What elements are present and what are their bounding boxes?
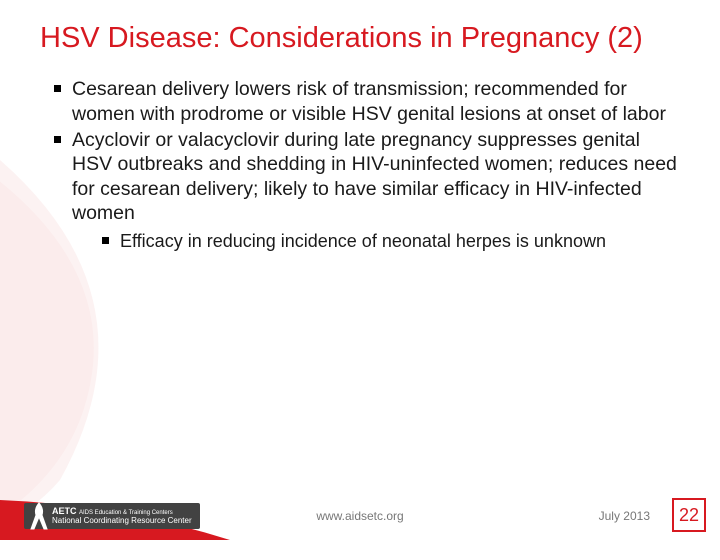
bullet-list: Cesarean delivery lowers risk of transmi…	[40, 77, 680, 252]
footer-date: July 2013	[599, 509, 650, 523]
ribbon-icon	[28, 501, 50, 531]
bullet-item: Acyclovir or valacyclovir during late pr…	[54, 128, 680, 252]
logo-acronym: AETC	[52, 506, 77, 516]
bullet-item: Cesarean delivery lowers risk of transmi…	[54, 77, 680, 126]
sub-bullet-list: Efficacy in reducing incidence of neonat…	[72, 230, 680, 253]
footer-url: www.aidsetc.org	[316, 509, 403, 523]
page-number: 22	[672, 498, 706, 532]
sub-bullet-item: Efficacy in reducing incidence of neonat…	[102, 230, 680, 253]
logo-org: National Coordinating Resource Center	[52, 516, 192, 525]
footer: AETC AIDS Education & Training Centers N…	[0, 492, 720, 540]
slide-content: HSV Disease: Considerations in Pregnancy…	[0, 0, 720, 252]
bullet-text: Acyclovir or valacyclovir during late pr…	[72, 129, 677, 224]
logo-block: AETC AIDS Education & Training Centers N…	[0, 501, 200, 531]
slide-title: HSV Disease: Considerations in Pregnancy…	[40, 22, 680, 55]
logo-text: AETC AIDS Education & Training Centers N…	[24, 503, 200, 530]
